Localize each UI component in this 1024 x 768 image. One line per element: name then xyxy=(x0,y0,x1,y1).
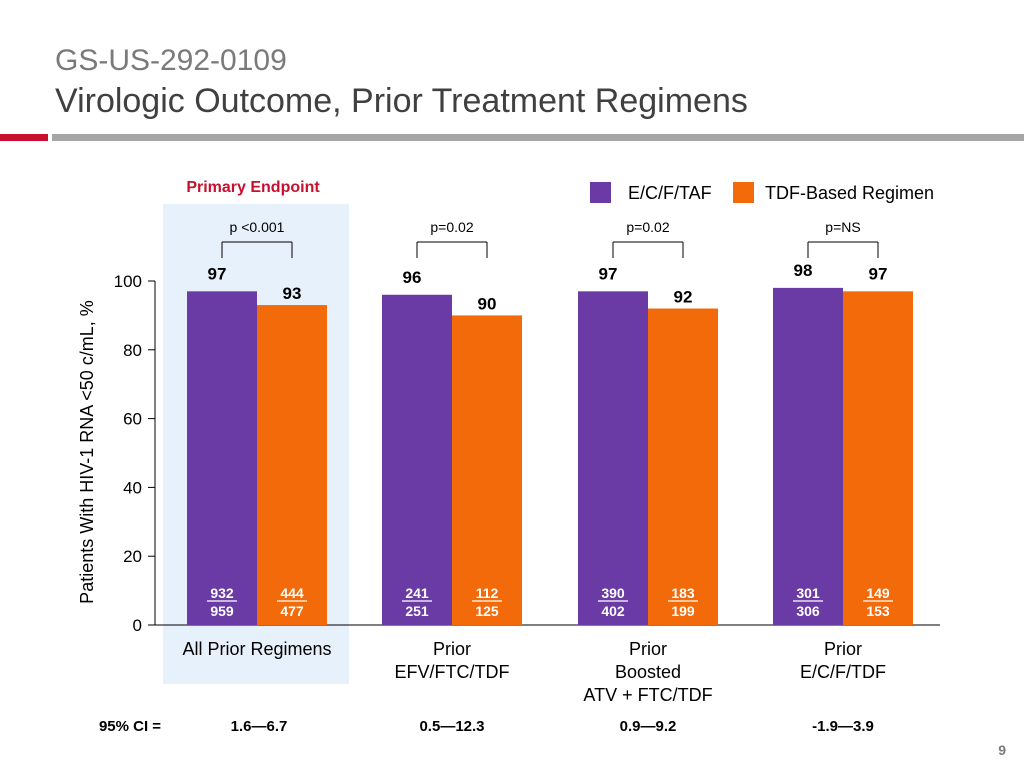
bar-denominator: 477 xyxy=(280,603,304,619)
page-title: Virologic Outcome, Prior Treatment Regim… xyxy=(55,82,748,120)
bar-numerator: 241 xyxy=(405,585,429,601)
bar-ecftaf xyxy=(187,291,257,625)
x-category-label: EFV/FTC/TDF xyxy=(395,662,510,682)
bar-value-label: 92 xyxy=(674,288,693,307)
p-value: p=NS xyxy=(825,219,860,235)
bar-denominator: 251 xyxy=(405,603,429,619)
bar-denominator: 125 xyxy=(475,603,499,619)
bar-denominator: 153 xyxy=(866,603,890,619)
bar-numerator: 183 xyxy=(671,585,695,601)
primary-endpoint-label: Primary Endpoint xyxy=(186,179,320,196)
x-category-label: Prior xyxy=(629,639,667,659)
bar-value-label: 97 xyxy=(869,264,888,283)
bar-numerator: 301 xyxy=(796,585,820,601)
study-id: GS-US-292-0109 xyxy=(55,44,287,77)
bar-value-label: 98 xyxy=(794,261,813,280)
legend-swatch-tdf xyxy=(733,182,754,203)
ci-value: 0.5—12.3 xyxy=(419,718,484,735)
ci-value: 1.6—6.7 xyxy=(231,718,288,735)
p-value: p=0.02 xyxy=(626,219,669,235)
bar-numerator: 932 xyxy=(210,585,234,601)
bar-ecftaf xyxy=(773,287,843,625)
x-category-label: All Prior Regimens xyxy=(182,639,331,659)
y-tick-label: 0 xyxy=(133,616,142,635)
y-tick-label: 40 xyxy=(123,478,142,497)
bar-denominator: 959 xyxy=(210,603,234,619)
bar-ecftaf xyxy=(382,294,452,625)
bar-numerator: 444 xyxy=(280,585,304,601)
title-rule-accent xyxy=(0,134,48,141)
x-category-label: Prior xyxy=(824,639,862,659)
bar-numerator: 112 xyxy=(476,585,499,601)
bar-denominator: 402 xyxy=(601,603,625,619)
y-tick-label: 100 xyxy=(114,272,142,291)
bar-denominator: 306 xyxy=(796,603,820,619)
p-value: p <0.001 xyxy=(230,219,285,235)
bar-value-label: 97 xyxy=(208,264,227,283)
legend-label-tdf: TDF-Based Regimen xyxy=(765,183,934,203)
bar-denominator: 199 xyxy=(671,603,695,619)
x-category-label: ATV + FTC/TDF xyxy=(583,685,712,705)
x-category-label: Boosted xyxy=(615,662,681,682)
bar-value-label: 93 xyxy=(283,284,302,303)
bar-numerator: 149 xyxy=(866,585,890,601)
y-tick-label: 60 xyxy=(123,410,142,429)
x-category-label: E/C/F/TDF xyxy=(800,662,886,682)
bar-tdf xyxy=(843,291,913,625)
legend-label-ecftaf: E/C/F/TAF xyxy=(628,183,712,203)
bar-tdf xyxy=(648,308,718,625)
ci-value: 0.9—9.2 xyxy=(620,718,677,735)
y-tick-label: 20 xyxy=(123,547,142,566)
x-category-label: Prior xyxy=(433,639,471,659)
bar-value-label: 97 xyxy=(599,264,618,283)
legend-swatch-ecftaf xyxy=(590,182,611,203)
ci-value: -1.9—3.9 xyxy=(812,718,874,735)
y-axis-title: Patients With HIV-1 RNA <50 c/mL, % xyxy=(77,300,97,604)
page-number: 9 xyxy=(998,742,1006,758)
p-value: p=0.02 xyxy=(430,219,473,235)
bar-value-label: 96 xyxy=(403,268,422,287)
bar-value-label: 90 xyxy=(478,294,497,313)
ci-label: 95% CI = xyxy=(99,718,161,735)
bar-numerator: 390 xyxy=(601,585,625,601)
bar-ecftaf xyxy=(578,291,648,625)
bar-tdf xyxy=(257,305,327,625)
bar-tdf xyxy=(452,315,522,625)
y-tick-label: 80 xyxy=(123,341,142,360)
title-rule xyxy=(52,134,1024,141)
